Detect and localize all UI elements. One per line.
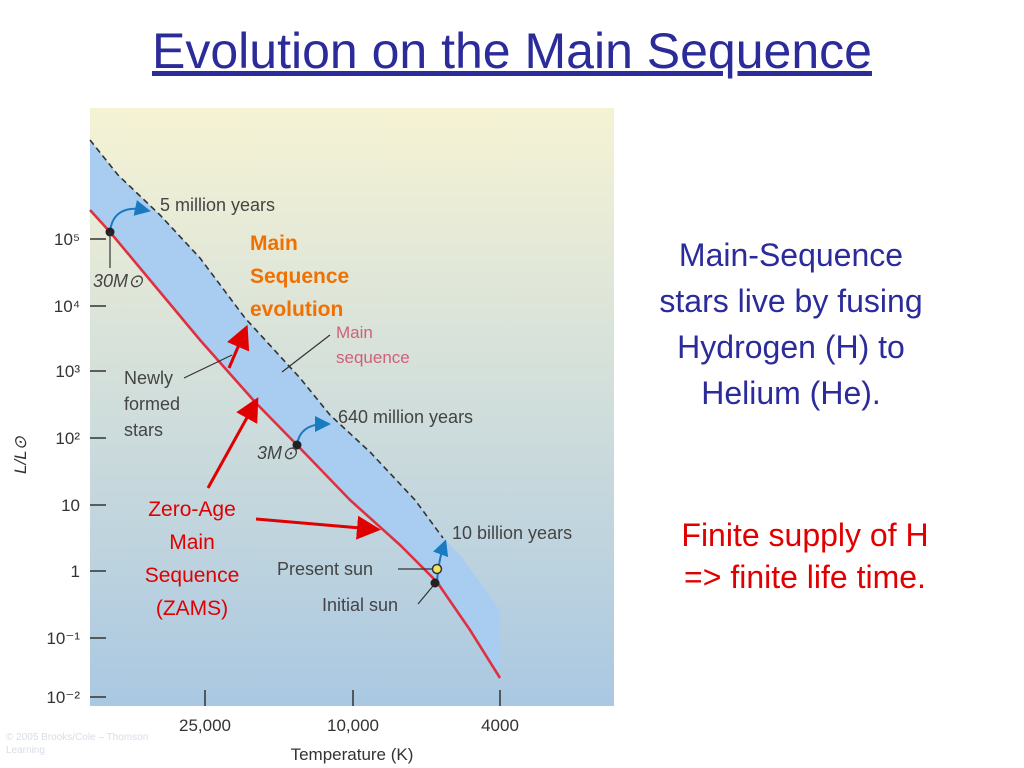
main-sequence-label: sequence bbox=[336, 348, 410, 367]
newly-formed-label: formed bbox=[124, 394, 180, 414]
point-initial-sun bbox=[430, 578, 440, 588]
evolution-arrow-sun bbox=[433, 539, 449, 583]
fusion-line: Hydrogen (H) to bbox=[677, 329, 905, 365]
ms-evolution-label: Main bbox=[250, 232, 298, 255]
y-tick-label: 10⁵ bbox=[54, 230, 80, 249]
zams-label: Sequence bbox=[145, 564, 240, 587]
mass-label-30m: 30M⊙ bbox=[93, 271, 144, 291]
y-tick-label: 10⁻² bbox=[46, 688, 80, 707]
y-tick-label: 10⁻¹ bbox=[46, 629, 80, 648]
finite-supply-note: Finite supply of H => finite life time. bbox=[630, 514, 980, 598]
initial-sun-label: Initial sun bbox=[322, 595, 398, 615]
ms-evolution-arrow bbox=[227, 324, 250, 369]
point-3m bbox=[292, 440, 302, 450]
y-tick-label: 10³ bbox=[55, 362, 80, 381]
fusion-line: Helium (He). bbox=[701, 375, 881, 411]
age-label-5-million: 5 million years bbox=[160, 195, 275, 215]
main-sequence-band bbox=[90, 140, 500, 678]
zams-arrow-lower bbox=[255, 515, 381, 540]
present-sun-label: Present sun bbox=[277, 559, 373, 579]
x-axis-label: Temperature (K) bbox=[291, 745, 414, 764]
zams-label: Zero-Age bbox=[148, 498, 236, 521]
fusion-line: stars live by fusing bbox=[659, 283, 923, 319]
point-present-sun bbox=[431, 563, 443, 575]
ms-evolution-label: evolution bbox=[250, 298, 343, 321]
fusion-line: Main-Sequence bbox=[678, 237, 904, 273]
mass-label-3m: 3M⊙ bbox=[257, 443, 298, 463]
zams-arrow-upper bbox=[206, 397, 259, 489]
credit-watermark: © 2005 Brooks/Cole – Thomson bbox=[6, 732, 148, 743]
main-sequence-label: Main bbox=[336, 323, 373, 342]
plot-background bbox=[90, 108, 614, 706]
x-tick-label: 25,000 bbox=[179, 716, 231, 735]
y-tick-label: 10⁴ bbox=[54, 297, 80, 316]
y-axis-label: L/L⊙ bbox=[11, 435, 30, 474]
y-tick-label: 1 bbox=[71, 562, 80, 581]
y-tick-label: 10 bbox=[61, 496, 80, 515]
age-label-640-million: 640 million years bbox=[338, 407, 473, 427]
y-tick-label: 10² bbox=[55, 429, 80, 448]
ms-evolution-label: Sequence bbox=[250, 265, 349, 288]
x-tick-label: 10,000 bbox=[327, 716, 379, 735]
finite-line: Finite supply of H bbox=[681, 517, 929, 553]
finite-line: => finite life time. bbox=[684, 559, 926, 595]
terminal-edge-dashed bbox=[89, 139, 444, 539]
zams-label: (ZAMS) bbox=[156, 597, 228, 620]
slide-title: Evolution on the Main Sequence bbox=[152, 23, 872, 79]
x-tick-label: 4000 bbox=[481, 716, 519, 735]
newly-formed-label: Newly bbox=[124, 368, 173, 388]
credit-watermark: Learning bbox=[6, 745, 45, 756]
zams-label: Main bbox=[169, 531, 215, 554]
fusion-explanation: Main-Sequence stars live by fusing Hydro… bbox=[618, 232, 964, 416]
newly-formed-label: stars bbox=[124, 420, 163, 440]
evolution-arrow-30m bbox=[109, 200, 151, 233]
age-label-10-billion: 10 billion years bbox=[452, 523, 572, 543]
